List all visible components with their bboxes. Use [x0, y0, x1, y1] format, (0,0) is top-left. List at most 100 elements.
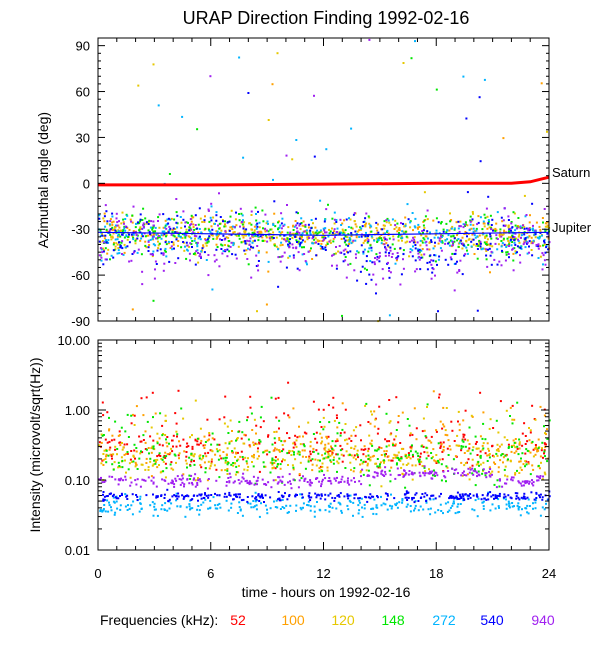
data-point [253, 234, 256, 237]
data-point [193, 477, 196, 480]
data-point [162, 470, 165, 473]
data-point [264, 483, 267, 485]
data-point [506, 251, 509, 254]
data-point [354, 480, 356, 483]
data-point [535, 492, 538, 495]
data-point [438, 255, 441, 258]
data-point [329, 505, 331, 508]
data-point [152, 254, 154, 256]
data-point [172, 234, 175, 237]
data-point [189, 464, 192, 467]
data-point [308, 496, 311, 499]
data-point [210, 219, 213, 222]
data-point [479, 454, 482, 457]
data-point [435, 471, 438, 474]
data-point [293, 453, 295, 456]
data-point [522, 224, 524, 227]
data-point [115, 500, 118, 503]
data-point [393, 228, 396, 230]
data-point [409, 432, 412, 435]
data-point [288, 494, 291, 496]
data-point [509, 239, 512, 242]
data-point [471, 472, 474, 475]
data-point [355, 426, 358, 429]
data-point [179, 444, 182, 447]
data-point [381, 268, 384, 271]
data-point [405, 496, 408, 499]
data-point [186, 231, 189, 234]
data-point [150, 426, 153, 429]
data-point [175, 236, 178, 239]
data-point [185, 445, 188, 448]
data-point [117, 249, 120, 252]
data-point [105, 453, 108, 456]
data-point [375, 506, 378, 509]
data-point [428, 248, 431, 251]
data-point [398, 229, 401, 232]
data-point [214, 492, 216, 495]
bottom-panel-data [98, 381, 551, 518]
data-point [165, 467, 168, 470]
data-point [412, 241, 415, 244]
data-point [118, 430, 121, 433]
data-point [327, 404, 330, 407]
data-point [507, 226, 510, 229]
data-point [303, 230, 306, 233]
data-point [150, 475, 153, 478]
data-point [99, 510, 102, 513]
data-point [125, 471, 127, 474]
data-point [274, 441, 277, 444]
data-point [281, 499, 284, 501]
data-point [524, 465, 526, 468]
data-point [531, 202, 534, 205]
data-point [479, 160, 482, 163]
data-point [235, 471, 238, 474]
data-point [371, 261, 374, 264]
data-point [312, 222, 314, 225]
data-point [218, 192, 220, 195]
data-point [335, 219, 338, 221]
data-point [161, 444, 164, 447]
data-point [275, 448, 278, 451]
data-point [275, 416, 278, 419]
data-point [175, 198, 178, 200]
data-point [166, 453, 169, 456]
data-point [541, 498, 544, 501]
data-point [470, 227, 473, 230]
data-point [298, 231, 301, 234]
data-point [454, 512, 457, 515]
data-point [443, 425, 446, 428]
data-point [253, 453, 255, 456]
data-point [312, 236, 315, 239]
data-point [464, 225, 466, 227]
data-point [130, 220, 133, 223]
data-point [528, 240, 531, 243]
data-point [488, 247, 491, 250]
data-point [168, 173, 171, 175]
data-point [317, 452, 320, 455]
data-point [438, 495, 441, 498]
data-point [170, 502, 173, 505]
data-point [380, 485, 383, 488]
data-point [440, 241, 443, 244]
data-point [163, 454, 166, 457]
data-point [299, 222, 302, 225]
data-point [255, 223, 258, 226]
data-point [188, 245, 191, 248]
data-point [216, 246, 219, 248]
data-point [526, 236, 529, 239]
data-point [539, 475, 542, 477]
data-point [140, 253, 143, 256]
data-point [371, 455, 374, 458]
data-point [262, 220, 265, 223]
data-point [339, 434, 342, 437]
data-point [167, 231, 170, 234]
data-point [343, 253, 346, 256]
data-point [273, 431, 276, 433]
data-point [313, 238, 316, 241]
data-point [422, 471, 425, 474]
data-point [451, 252, 454, 255]
data-point [465, 246, 468, 249]
data-point [100, 462, 103, 465]
data-point [417, 458, 420, 461]
